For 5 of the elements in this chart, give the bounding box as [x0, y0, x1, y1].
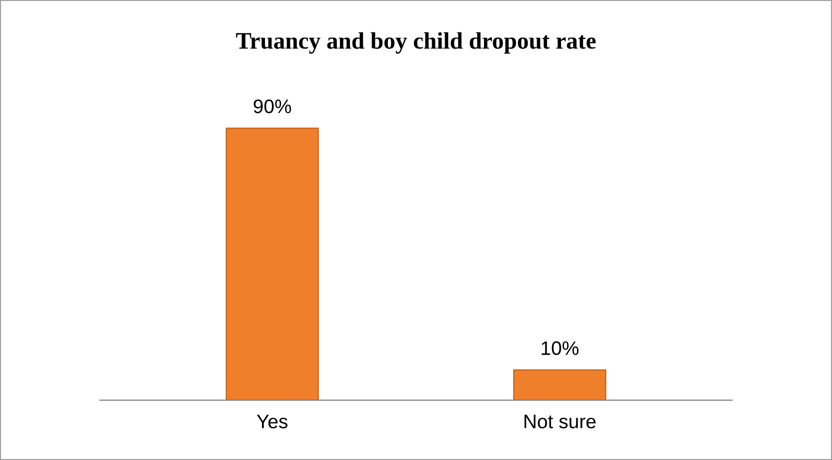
- x-tick-label: Not sure: [524, 414, 596, 428]
- data-label: 90%: [254, 99, 292, 114]
- chart-title: Truancy and boy child dropout rate: [236, 32, 596, 54]
- data-label: 10%: [542, 341, 578, 356]
- x-tick-label: Yes: [256, 414, 288, 428]
